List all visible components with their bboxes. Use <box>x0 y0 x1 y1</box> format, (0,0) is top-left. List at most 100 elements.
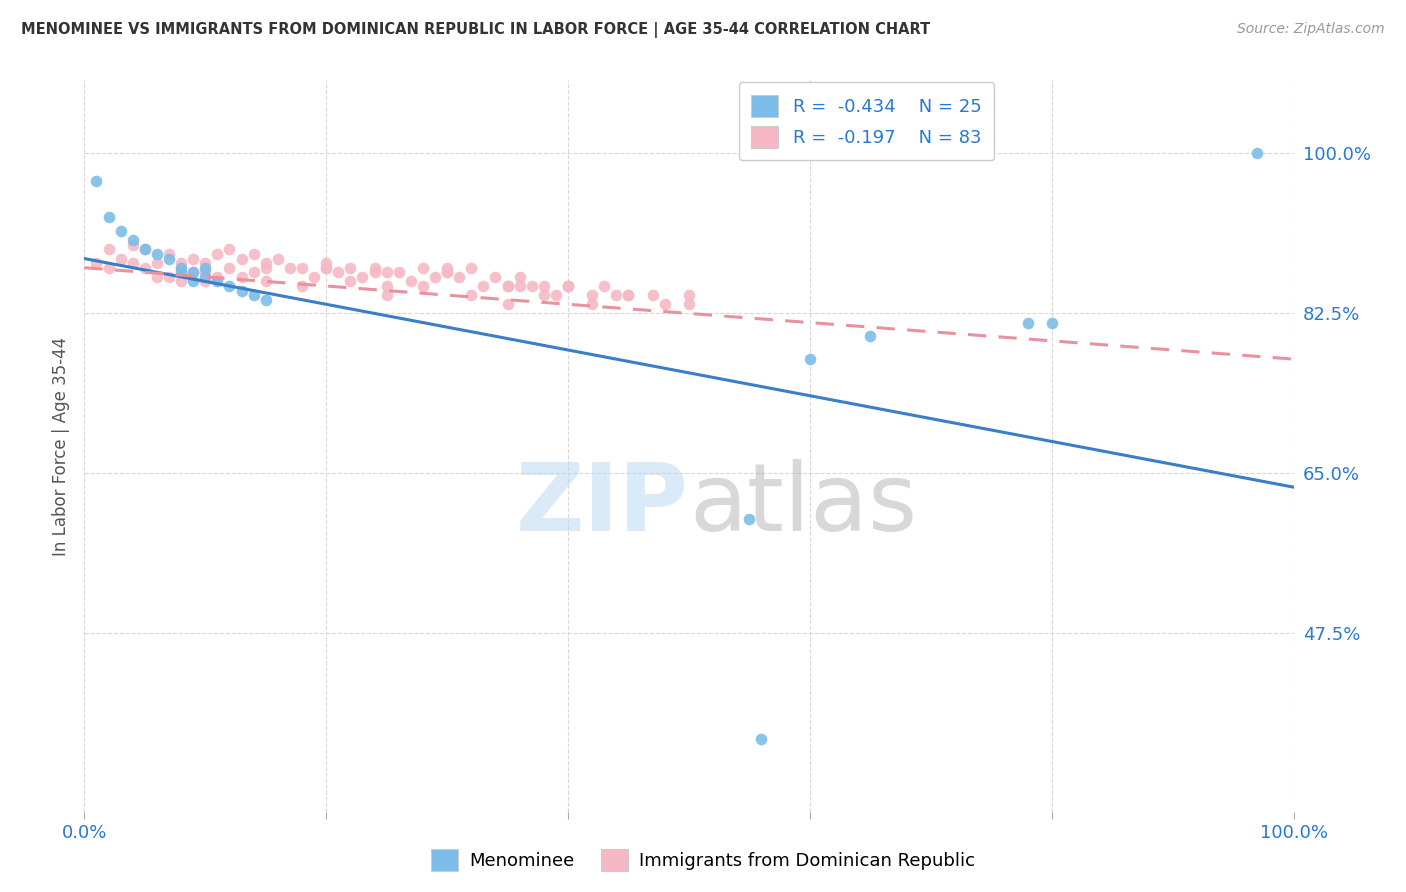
Point <box>339 275 361 289</box>
Point <box>509 269 531 284</box>
Point <box>496 279 519 293</box>
Point <box>533 279 555 293</box>
Point <box>496 279 519 293</box>
Point <box>97 243 120 257</box>
Point <box>157 252 180 266</box>
Point <box>436 265 458 279</box>
Point <box>533 288 555 302</box>
Point <box>291 279 314 293</box>
Point <box>375 279 398 293</box>
Point <box>738 512 761 526</box>
Point <box>110 224 132 238</box>
Point <box>157 269 180 284</box>
Point <box>641 288 664 302</box>
Point <box>859 329 882 343</box>
Point <box>328 265 350 279</box>
Point <box>254 260 277 275</box>
Y-axis label: In Labor Force | Age 35-44: In Labor Force | Age 35-44 <box>52 336 70 556</box>
Point <box>449 269 471 284</box>
Point <box>436 265 458 279</box>
Point <box>484 269 506 284</box>
Point <box>363 265 385 279</box>
Point <box>146 247 169 261</box>
Point <box>231 252 253 266</box>
Point <box>557 279 579 293</box>
Point <box>557 279 579 293</box>
Point <box>315 256 337 270</box>
Point <box>121 237 143 252</box>
Point <box>617 288 640 302</box>
Point <box>412 279 434 293</box>
Point <box>352 269 374 284</box>
Point <box>278 260 301 275</box>
Point <box>254 293 277 307</box>
Point <box>207 275 229 289</box>
Point <box>678 297 700 311</box>
Point <box>339 260 361 275</box>
Point <box>1040 316 1063 330</box>
Point <box>181 275 204 289</box>
Point <box>157 247 180 261</box>
Point <box>291 260 314 275</box>
Legend: R =  -0.434    N = 25, R =  -0.197    N = 83: R = -0.434 N = 25, R = -0.197 N = 83 <box>738 82 994 161</box>
Legend: Menominee, Immigrants from Dominican Republic: Menominee, Immigrants from Dominican Rep… <box>423 842 983 879</box>
Point <box>121 256 143 270</box>
Point <box>436 260 458 275</box>
Point <box>315 260 337 275</box>
Point <box>678 288 700 302</box>
Point <box>242 247 264 261</box>
Text: atlas: atlas <box>689 458 917 550</box>
Point <box>375 265 398 279</box>
Point <box>170 275 193 289</box>
Point <box>170 260 193 275</box>
Point <box>399 275 422 289</box>
Point <box>242 265 264 279</box>
Point <box>412 260 434 275</box>
Point <box>218 243 240 257</box>
Point <box>181 252 204 266</box>
Point <box>146 256 169 270</box>
Text: MENOMINEE VS IMMIGRANTS FROM DOMINICAN REPUBLIC IN LABOR FORCE | AGE 35-44 CORRE: MENOMINEE VS IMMIGRANTS FROM DOMINICAN R… <box>21 22 931 38</box>
Point <box>207 247 229 261</box>
Point <box>242 288 264 302</box>
Point <box>121 233 143 247</box>
Point <box>86 256 108 270</box>
Point <box>363 260 385 275</box>
Point <box>181 265 204 279</box>
Point <box>388 265 411 279</box>
Point <box>218 260 240 275</box>
Point <box>544 288 567 302</box>
Point <box>194 269 217 284</box>
Point <box>134 243 156 257</box>
Point <box>218 279 240 293</box>
Point <box>302 269 325 284</box>
Point <box>799 352 821 367</box>
Point <box>254 275 277 289</box>
Point <box>170 260 193 275</box>
Point <box>181 265 204 279</box>
Point <box>134 243 156 257</box>
Point <box>97 211 120 225</box>
Point <box>509 279 531 293</box>
Point <box>1017 316 1039 330</box>
Point <box>97 260 120 275</box>
Point <box>194 260 217 275</box>
Point <box>423 269 446 284</box>
Point <box>593 279 616 293</box>
Point <box>146 269 169 284</box>
Point <box>254 256 277 270</box>
Point <box>267 252 290 266</box>
Point <box>460 288 482 302</box>
Point <box>581 297 603 311</box>
Point <box>170 265 193 279</box>
Point <box>751 731 773 746</box>
Point <box>617 288 640 302</box>
Point <box>605 288 627 302</box>
Text: ZIP: ZIP <box>516 458 689 550</box>
Point <box>231 284 253 298</box>
Point <box>315 260 337 275</box>
Point <box>375 288 398 302</box>
Point <box>472 279 495 293</box>
Point <box>557 279 579 293</box>
Point <box>86 174 108 188</box>
